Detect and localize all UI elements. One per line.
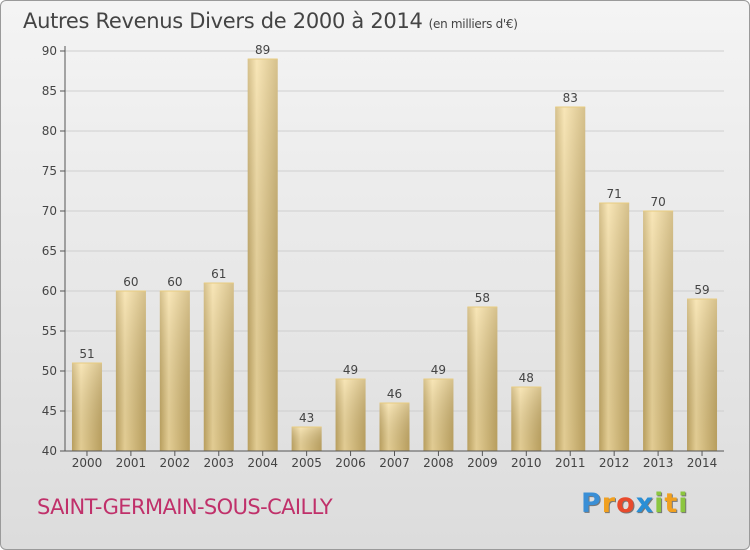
y-tick-label: 90 [42, 44, 57, 58]
bar-shade [203, 283, 234, 451]
title-unit: (en milliers d'€) [428, 17, 518, 31]
chart-title: Autres Revenus Divers de 2000 à 2014 (en … [23, 9, 518, 33]
logo-letter: x [635, 488, 655, 519]
bar-shade [291, 427, 322, 451]
y-tick-label: 75 [42, 164, 57, 178]
bar-value-label: 60 [123, 275, 138, 289]
title-main: Autres Revenus Divers de 2000 à 2014 [23, 9, 423, 33]
bar-shade [115, 291, 146, 451]
x-tick-label: 2006 [335, 456, 366, 470]
y-tick-label: 65 [42, 244, 57, 258]
logo-letter: i [678, 488, 689, 519]
logo-letter: P [581, 488, 602, 519]
bar-shade [599, 203, 630, 451]
bar-value-label: 49 [431, 363, 446, 377]
logo-letter: t [664, 488, 679, 519]
bar-value-label: 43 [299, 411, 314, 425]
logo-letter: i [654, 488, 665, 519]
bar-value-label: 83 [563, 91, 578, 105]
y-tick-label: 60 [42, 284, 57, 298]
bar-shade [247, 59, 278, 451]
bar-value-label: 89 [255, 43, 270, 57]
bar-shade [511, 387, 542, 451]
y-tick-label: 40 [42, 444, 57, 458]
x-tick-label: 2000 [72, 456, 103, 470]
x-tick-label: 2009 [467, 456, 498, 470]
x-tick-label: 2005 [291, 456, 322, 470]
x-tick-label: 2002 [160, 456, 191, 470]
bar-shade [159, 291, 190, 451]
bar-value-label: 70 [650, 195, 665, 209]
bar-value-label: 51 [79, 347, 94, 361]
logo-letter: r [601, 488, 617, 519]
bar-shade [335, 379, 366, 451]
y-tick-label: 70 [42, 204, 57, 218]
bar-value-label: 48 [519, 371, 534, 385]
proxiti-logo[interactable]: Proxiti [581, 488, 689, 519]
y-tick-label: 85 [42, 84, 57, 98]
bar-shade [423, 379, 454, 451]
x-tick-label: 2007 [379, 456, 410, 470]
bar-shade [379, 403, 410, 451]
x-tick-label: 2012 [599, 456, 630, 470]
y-tick-label: 80 [42, 124, 57, 138]
x-tick-label: 2008 [423, 456, 454, 470]
bar-shade [71, 363, 102, 451]
logo-letter: o [616, 488, 636, 519]
bar-shade [555, 107, 586, 451]
bar-value-label: 71 [607, 187, 622, 201]
bar-shade [467, 307, 498, 451]
bar-value-label: 60 [167, 275, 182, 289]
x-tick-label: 2004 [247, 456, 278, 470]
commune-name: SAINT-GERMAIN-SOUS-CAILLY [37, 495, 333, 519]
x-tick-label: 2001 [116, 456, 147, 470]
bar-value-label: 49 [343, 363, 358, 377]
y-tick-label: 55 [42, 324, 57, 338]
bar-shade [687, 299, 718, 451]
bar-value-label: 46 [387, 387, 402, 401]
x-tick-label: 2011 [555, 456, 586, 470]
x-tick-label: 2013 [643, 456, 674, 470]
bar-shade [643, 211, 674, 451]
x-tick-label: 2010 [511, 456, 542, 470]
x-tick-label: 2003 [203, 456, 234, 470]
bar-value-label: 61 [211, 267, 226, 281]
y-tick-label: 45 [42, 404, 57, 418]
bar-value-label: 58 [475, 291, 490, 305]
x-tick-label: 2014 [687, 456, 718, 470]
bar-value-label: 59 [694, 283, 709, 297]
y-tick-label: 50 [42, 364, 57, 378]
